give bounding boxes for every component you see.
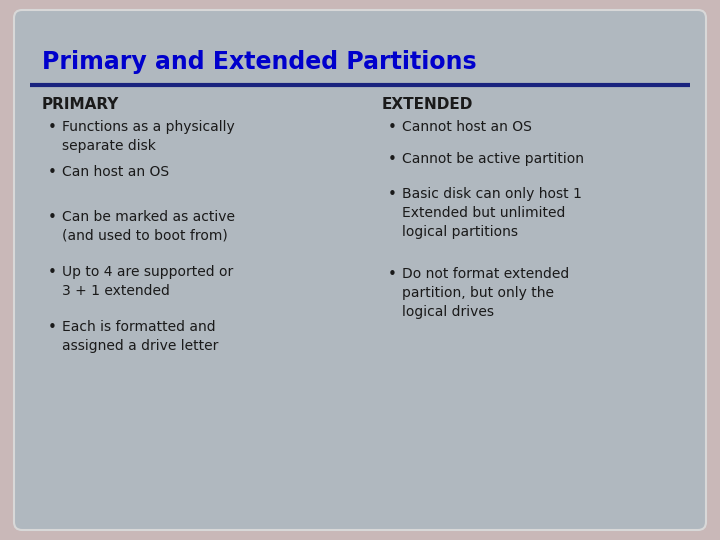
Text: PRIMARY: PRIMARY <box>42 97 120 112</box>
Text: Cannot be active partition: Cannot be active partition <box>402 152 584 166</box>
Text: •: • <box>388 187 397 202</box>
Text: Basic disk can only host 1
Extended but unlimited
logical partitions: Basic disk can only host 1 Extended but … <box>402 187 582 239</box>
Text: •: • <box>48 265 57 280</box>
Text: •: • <box>388 120 397 135</box>
Text: Do not format extended
partition, but only the
logical drives: Do not format extended partition, but on… <box>402 267 570 319</box>
Text: Up to 4 are supported or
3 + 1 extended: Up to 4 are supported or 3 + 1 extended <box>62 265 233 298</box>
Text: Can be marked as active
(and used to boot from): Can be marked as active (and used to boo… <box>62 210 235 243</box>
Text: •: • <box>48 320 57 335</box>
Text: •: • <box>48 120 57 135</box>
FancyBboxPatch shape <box>14 10 706 530</box>
Text: Primary and Extended Partitions: Primary and Extended Partitions <box>42 50 477 74</box>
Text: •: • <box>388 267 397 282</box>
Text: •: • <box>388 152 397 167</box>
Text: Each is formatted and
assigned a drive letter: Each is formatted and assigned a drive l… <box>62 320 218 353</box>
Text: Functions as a physically
separate disk: Functions as a physically separate disk <box>62 120 235 153</box>
Text: •: • <box>48 210 57 225</box>
Text: •: • <box>48 165 57 180</box>
Text: Cannot host an OS: Cannot host an OS <box>402 120 532 134</box>
Text: Can host an OS: Can host an OS <box>62 165 169 179</box>
Text: EXTENDED: EXTENDED <box>382 97 473 112</box>
